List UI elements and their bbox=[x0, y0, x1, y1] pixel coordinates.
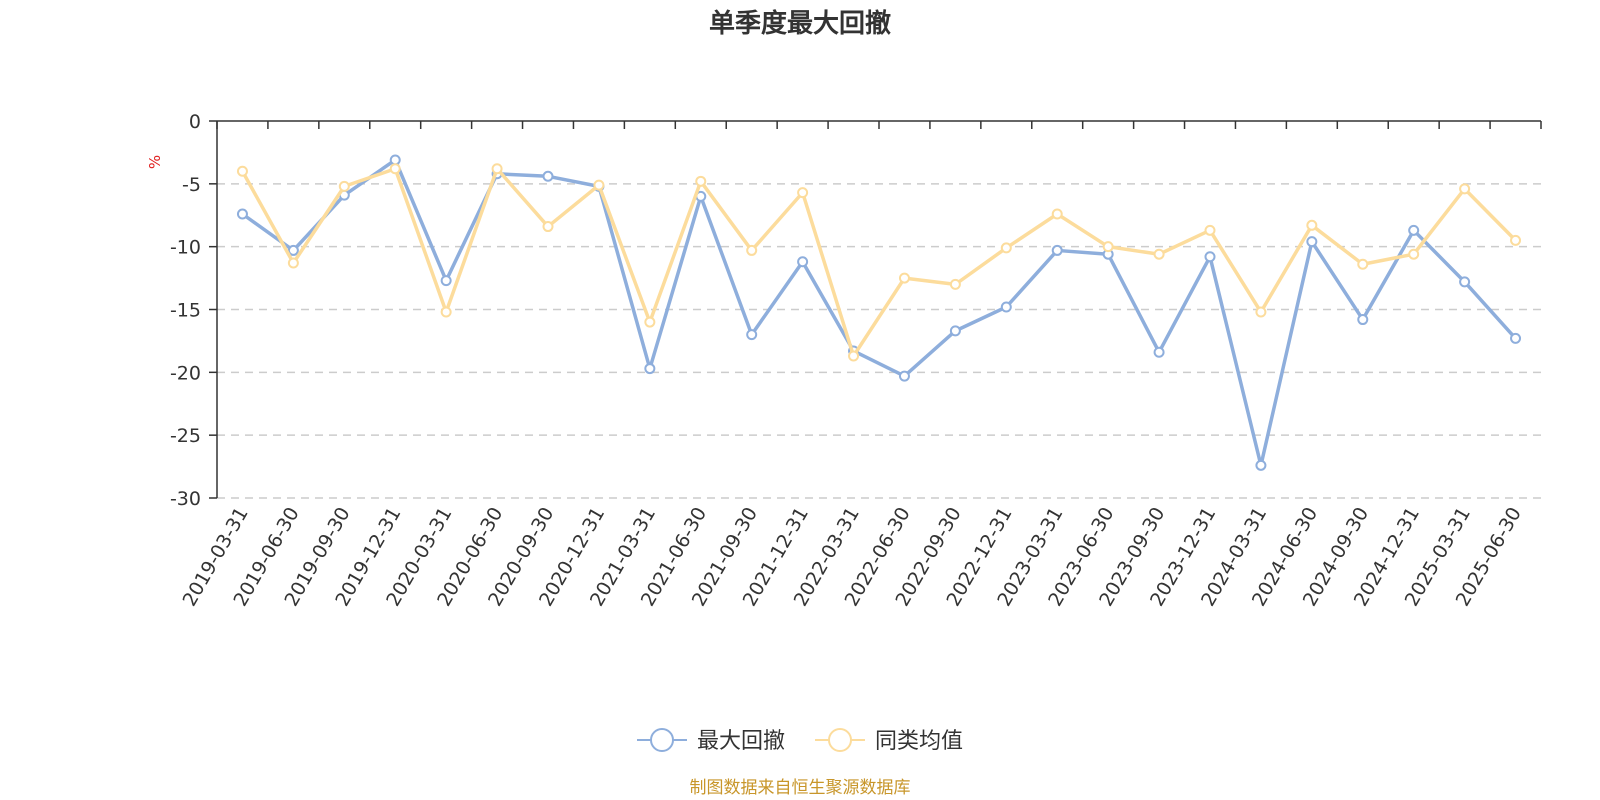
y-tick-label: 0 bbox=[189, 111, 201, 133]
chart-title: 单季度最大回撤 bbox=[709, 8, 891, 39]
series-1-point bbox=[644, 363, 656, 375]
legend-label-1: 最大回撤 bbox=[697, 729, 785, 754]
legend-label-2: 同类均值 bbox=[875, 729, 963, 754]
series-1-point bbox=[1357, 314, 1369, 326]
series-2-point bbox=[1000, 242, 1012, 254]
series-layer bbox=[236, 154, 1522, 471]
legend-marker-2 bbox=[828, 728, 852, 752]
series-1-point bbox=[898, 370, 910, 382]
series-line-2 bbox=[240, 167, 1517, 358]
legend: 最大回撤 同类均值 bbox=[637, 728, 963, 754]
series-1-point bbox=[1408, 224, 1420, 236]
series-2-point bbox=[338, 180, 350, 192]
y-tick-label: -20 bbox=[170, 362, 201, 384]
y-tick-label: -15 bbox=[170, 300, 201, 322]
series-2-point bbox=[1051, 208, 1063, 220]
series-1-point bbox=[440, 275, 452, 287]
series-2-point bbox=[1153, 248, 1165, 260]
series-1-point bbox=[1000, 301, 1012, 313]
series-1-point bbox=[236, 208, 248, 220]
series-2-point bbox=[1357, 258, 1369, 270]
source-note: 制图数据来自恒生聚源数据库 bbox=[690, 778, 911, 798]
series-1-point bbox=[1153, 346, 1165, 358]
series-1-point bbox=[1204, 251, 1216, 263]
series-2-point bbox=[898, 272, 910, 284]
series-2-point bbox=[1306, 219, 1318, 231]
series-2-point bbox=[1510, 234, 1522, 246]
series-2-point bbox=[644, 316, 656, 328]
series-1-point bbox=[389, 154, 401, 166]
series-2-point bbox=[1459, 183, 1471, 195]
series-2-point bbox=[1408, 248, 1420, 260]
series-1-point bbox=[287, 244, 299, 256]
series-2-point bbox=[287, 257, 299, 269]
series-line-1 bbox=[241, 158, 1517, 468]
series-2-point bbox=[389, 163, 401, 175]
series-1-point bbox=[1255, 459, 1267, 471]
series-1-point bbox=[1051, 244, 1063, 256]
x-axis-ticks: 2019-03-312019-06-302019-09-302019-12-31… bbox=[179, 121, 1542, 610]
y-tick-label: -5 bbox=[182, 174, 201, 196]
series-2-point bbox=[746, 244, 758, 256]
y-tick-label: -30 bbox=[170, 488, 201, 510]
y-tick-label: -25 bbox=[170, 425, 201, 447]
series-2-point bbox=[1204, 224, 1216, 236]
series-1-point bbox=[797, 256, 809, 268]
series-1-point bbox=[949, 325, 961, 337]
series-2-point bbox=[542, 221, 554, 233]
series-1-point bbox=[1459, 276, 1471, 288]
series-2-point bbox=[797, 187, 809, 199]
series-2-point bbox=[491, 163, 503, 175]
legend-marker-1 bbox=[650, 728, 674, 752]
series-1-point bbox=[746, 329, 758, 341]
series-2-point bbox=[1102, 241, 1114, 253]
y-axis-ticks: 0 -5 -10 -15 -20 -25 -30 bbox=[170, 111, 217, 510]
series-2-point bbox=[440, 306, 452, 318]
series-2-point bbox=[593, 179, 605, 191]
series-2-point bbox=[236, 165, 248, 177]
series-2-point bbox=[1255, 306, 1267, 318]
series-2-point bbox=[695, 175, 707, 187]
series-2-point bbox=[848, 350, 860, 362]
series-1-point bbox=[1306, 236, 1318, 248]
series-1-point bbox=[542, 170, 554, 182]
series-2-point bbox=[949, 278, 961, 290]
y-tick-label: -10 bbox=[170, 237, 201, 259]
y-axis-unit: % bbox=[146, 155, 164, 169]
grid-lines bbox=[217, 183, 1541, 499]
series-1-point bbox=[1510, 332, 1522, 344]
